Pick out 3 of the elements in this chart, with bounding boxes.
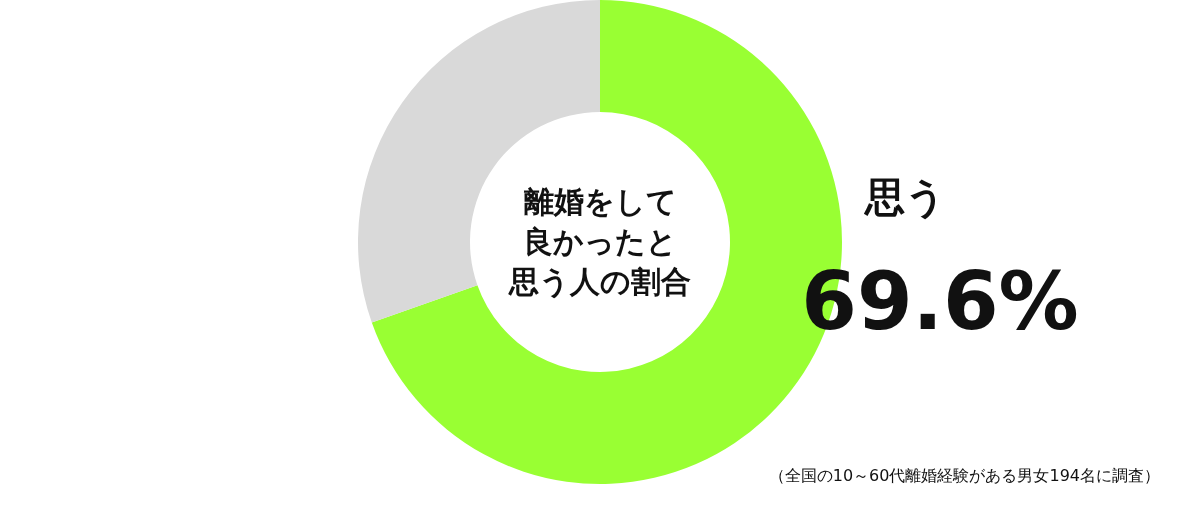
slice-label: 思う — [862, 174, 946, 220]
text: 離婚をして良かったと思う人の割合 — [507, 183, 692, 301]
text: （全国の10～60代離婚経験がある男女194名に調査） — [768, 465, 1160, 485]
